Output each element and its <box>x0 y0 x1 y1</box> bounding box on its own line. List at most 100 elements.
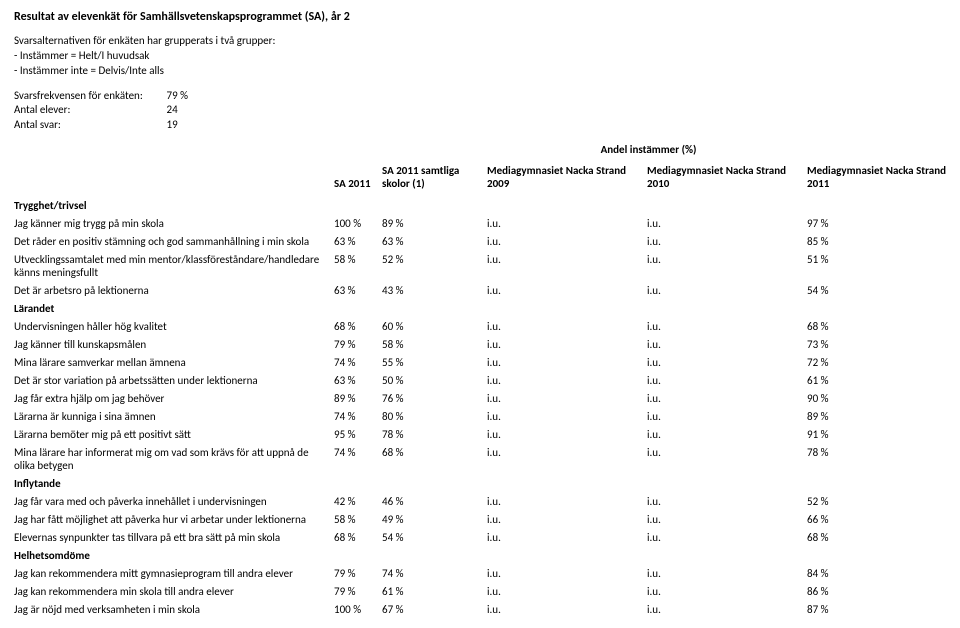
cell-value: i.u. <box>647 510 807 528</box>
row-label: Jag känner mig trygg på min skola <box>14 214 334 232</box>
cell-value: 63 % <box>334 232 382 250</box>
cell-value: i.u. <box>647 353 807 371</box>
table-row: Mina lärare samverkar mellan ämnena74 %5… <box>14 353 960 371</box>
page-title: Resultat av elevenkät för Samhällsvetens… <box>14 10 946 24</box>
row-label: Jag kan rekommendera mitt gymnasieprogra… <box>14 564 334 582</box>
super-header: Andel instämmer (%) <box>334 141 960 162</box>
cell-value: 51 % <box>807 250 960 281</box>
cell-value: 58 % <box>382 335 487 353</box>
cell-value: 63 % <box>382 232 487 250</box>
cell-value: 52 % <box>807 492 960 510</box>
cell-value: i.u. <box>487 353 647 371</box>
intro-line3: - Instämmer inte = Delvis/Inte alls <box>14 64 946 79</box>
cell-value: 72 % <box>807 353 960 371</box>
cell-value: i.u. <box>647 371 807 389</box>
row-label: Det råder en positiv stämning och god sa… <box>14 232 334 250</box>
cell-value: i.u. <box>487 389 647 407</box>
cell-empty <box>487 474 647 492</box>
table-row: Det är arbetsro på lektionerna63 %43 %i.… <box>14 281 960 299</box>
table-row: Jag är nöjd med verksamheten i min skola… <box>14 600 960 618</box>
cell-value: i.u. <box>647 407 807 425</box>
cell-value: i.u. <box>487 425 647 443</box>
cell-value: i.u. <box>487 564 647 582</box>
row-label: Jag får extra hjälp om jag behöver <box>14 389 334 407</box>
section-heading: Helhetsomdöme <box>14 546 334 564</box>
cell-value: i.u. <box>647 564 807 582</box>
cell-value: i.u. <box>647 335 807 353</box>
meta-answers: Antal svar: 19 <box>14 118 946 133</box>
cell-value: i.u. <box>647 389 807 407</box>
table-row: Jag kan rekommendera mitt gymnasieprogra… <box>14 564 960 582</box>
cell-value: 60 % <box>382 317 487 335</box>
cell-value: 74 % <box>382 564 487 582</box>
cell-empty <box>807 299 960 317</box>
cell-empty <box>487 299 647 317</box>
table-row: Utvecklingssamtalet med min mentor/klass… <box>14 250 960 281</box>
cell-value: 89 % <box>807 407 960 425</box>
row-label: Jag är nöjd med verksamheten i min skola <box>14 600 334 618</box>
cell-value: i.u. <box>487 582 647 600</box>
cell-value: 86 % <box>807 582 960 600</box>
table-row: Jag känner mig trygg på min skola100 %89… <box>14 214 960 232</box>
cell-empty <box>807 474 960 492</box>
cell-value: 89 % <box>334 389 382 407</box>
cell-empty <box>334 474 382 492</box>
row-label: Mina lärare samverkar mellan ämnena <box>14 353 334 371</box>
cell-value: i.u. <box>487 492 647 510</box>
cell-value: 91 % <box>807 425 960 443</box>
cell-value: 95 % <box>334 425 382 443</box>
table-row: Det råder en positiv stämning och god sa… <box>14 232 960 250</box>
intro-block: Svarsalternativen för enkäten har gruppe… <box>14 34 946 79</box>
cell-value: 50 % <box>382 371 487 389</box>
cell-value: 52 % <box>382 250 487 281</box>
cell-value: 100 % <box>334 214 382 232</box>
cell-value: 79 % <box>334 582 382 600</box>
cell-value: 74 % <box>334 407 382 425</box>
meta-label: Svarsfrekvensen för enkäten: <box>14 89 164 104</box>
cell-empty <box>382 546 487 564</box>
cell-value: i.u. <box>487 528 647 546</box>
cell-value: 97 % <box>807 214 960 232</box>
cell-empty <box>334 299 382 317</box>
cell-value: i.u. <box>647 232 807 250</box>
cell-value: i.u. <box>647 443 807 474</box>
cell-value: i.u. <box>487 232 647 250</box>
header-empty <box>14 141 334 162</box>
cell-value: 78 % <box>807 443 960 474</box>
cell-value: 79 % <box>334 564 382 582</box>
cell-value: 74 % <box>334 443 382 474</box>
cell-value: 54 % <box>382 528 487 546</box>
meta-value: 19 <box>167 118 178 133</box>
cell-empty <box>382 474 487 492</box>
col-head-1: SA 2011 <box>334 162 382 196</box>
col-head-2: SA 2011 samtliga skolor (1) <box>382 162 487 196</box>
cell-value: 89 % <box>382 214 487 232</box>
cell-value: 68 % <box>334 317 382 335</box>
row-label: Lärarna är kunniga i sina ämnen <box>14 407 334 425</box>
row-label: Mina lärare har informerat mig om vad so… <box>14 443 334 474</box>
meta-label: Antal elever: <box>14 103 164 118</box>
cell-value: 54 % <box>807 281 960 299</box>
page: Resultat av elevenkät för Samhällsvetens… <box>0 0 960 628</box>
cell-value: 58 % <box>334 510 382 528</box>
meta-students: Antal elever: 24 <box>14 103 946 118</box>
row-label: Lärarna bemöter mig på ett positivt sätt <box>14 425 334 443</box>
cell-value: i.u. <box>487 443 647 474</box>
cell-value: 100 % <box>334 600 382 618</box>
intro-line2: - Instämmer = Helt/I huvudsak <box>14 49 946 64</box>
cell-value: 63 % <box>334 371 382 389</box>
results-table: Andel instämmer (%) SA 2011 SA 2011 samt… <box>14 141 960 618</box>
table-row: Lärarna bemöter mig på ett positivt sätt… <box>14 425 960 443</box>
cell-value: 78 % <box>382 425 487 443</box>
cell-value: i.u. <box>487 600 647 618</box>
meta-frequency: Svarsfrekvensen för enkäten: 79 % <box>14 89 946 104</box>
section-heading: Trygghet/trivsel <box>14 196 334 214</box>
meta-value: 24 <box>167 103 178 118</box>
row-label: Jag känner till kunskapsmålen <box>14 335 334 353</box>
cell-empty <box>647 546 807 564</box>
section-heading: Lärandet <box>14 299 334 317</box>
cell-value: 68 % <box>807 317 960 335</box>
cell-value: i.u. <box>647 281 807 299</box>
cell-empty <box>487 546 647 564</box>
cell-value: i.u. <box>647 250 807 281</box>
